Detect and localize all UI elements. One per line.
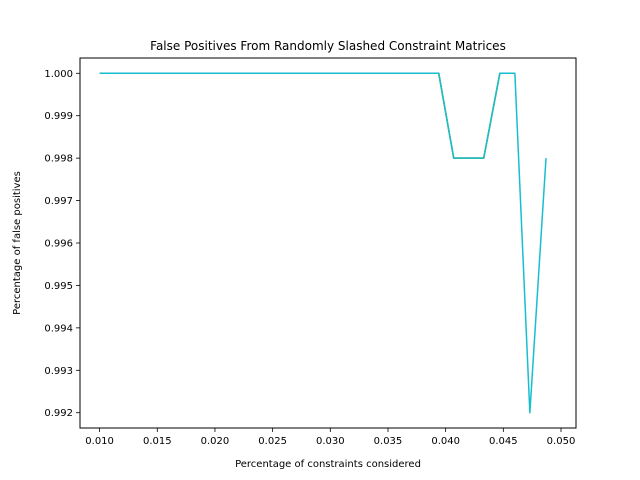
y-tick-label: 0.995 [44,281,73,292]
y-tick-label: 0.996 [44,239,73,250]
x-tick-label: 0.045 [489,436,518,447]
x-tick-label: 0.040 [431,436,460,447]
y-tick-label: 0.998 [44,154,73,165]
y-axis: 0.992 0.993 0.994 0.995 0.996 0.997 0.998 0.999… [44,69,80,419]
y-tick-label: 0.993 [44,366,73,377]
chart-title: False Positives From Randomly Slashed Co… [150,39,506,53]
y-tick-label: 0.997 [44,196,73,207]
x-tick-label: 0.030 [316,436,345,447]
x-tick-label: 0.020 [201,436,230,447]
x-tick-label: 0.050 [547,436,576,447]
x-tick-label: 0.035 [374,436,403,447]
series-line-3 [99,72,515,159]
y-tick-label: 1.000 [44,69,73,80]
x-tick-label: 0.010 [85,436,114,447]
x-axis-label: Percentage of constraints considered [235,459,421,470]
plot-lines [99,72,547,414]
x-axis: 0.010 0.015 0.020 0.025 0.030 0.035 0.040 0.045… [85,428,575,447]
y-tick-label: 0.999 [44,111,73,122]
x-tick-label: 0.015 [143,436,172,447]
y-tick-label: 0.994 [44,323,73,334]
y-axis-label: Percentage of false positives [12,171,23,315]
x-tick-label: 0.025 [258,436,287,447]
y-tick-label: 0.992 [44,408,73,419]
